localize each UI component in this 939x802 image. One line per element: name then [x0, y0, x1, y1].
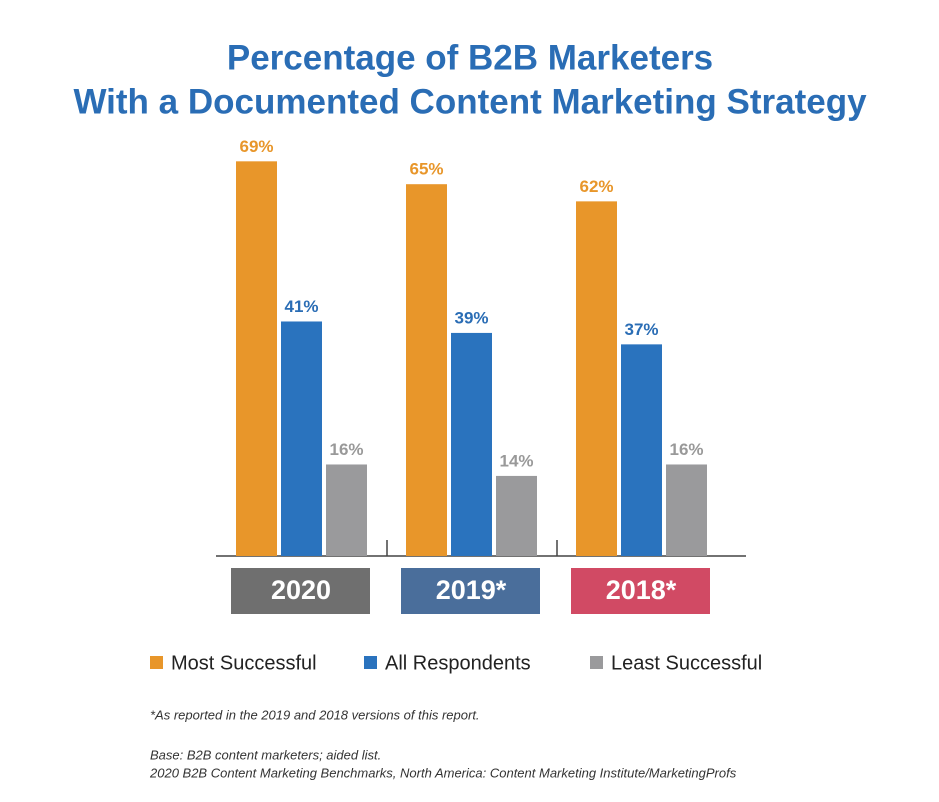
bar	[281, 321, 322, 556]
legend-label: All Respondents	[385, 652, 531, 674]
bar	[236, 161, 277, 556]
data-label: 65%	[409, 160, 443, 179]
data-label: 16%	[669, 440, 703, 459]
bar	[326, 464, 367, 556]
legend-swatch	[150, 656, 163, 669]
bar	[496, 475, 537, 556]
chart-title: With a Documented Content Marketing Stra…	[73, 82, 867, 121]
legend-label: Least Successful	[611, 652, 762, 674]
footnote: *As reported in the 2019 and 2018 versio…	[150, 707, 480, 722]
bar	[576, 201, 617, 557]
category-box	[401, 568, 540, 614]
data-label: 39%	[454, 308, 488, 327]
bar	[621, 344, 662, 556]
data-label: 14%	[499, 451, 533, 470]
x-tick-label: 2019*	[436, 575, 507, 605]
legend-swatch	[590, 656, 603, 669]
data-label: 41%	[284, 297, 318, 316]
data-label: 62%	[579, 177, 613, 196]
legend-label: Most Successful	[171, 652, 317, 674]
footnote: 2020 B2B Content Marketing Benchmarks, N…	[149, 765, 737, 780]
category-box	[571, 568, 710, 614]
legend-swatch	[364, 656, 377, 669]
bar	[406, 184, 447, 556]
chart-title: Percentage of B2B Marketers	[227, 38, 713, 77]
category-box	[231, 568, 370, 614]
x-tick-label: 2020	[271, 575, 331, 605]
footnote: Base: B2B content marketers; aided list.	[150, 747, 381, 762]
x-tick-label: 2018*	[606, 575, 677, 605]
data-label: 37%	[624, 320, 658, 339]
bar	[451, 332, 492, 556]
bar	[666, 464, 707, 556]
data-label: 16%	[329, 440, 363, 459]
data-label: 69%	[239, 137, 273, 156]
